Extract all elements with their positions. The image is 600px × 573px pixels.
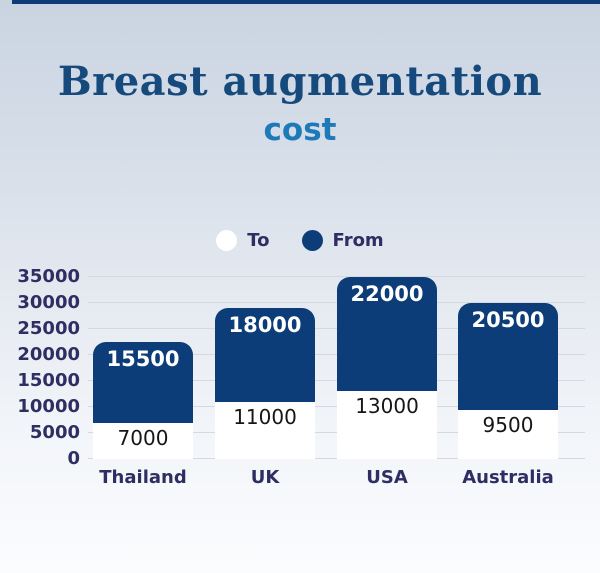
bar-segment-from: 18000 (215, 308, 315, 402)
y-tick-label: 10000 (17, 396, 80, 417)
bar-thailand: 15500 7000 (93, 342, 193, 459)
category-label: Australia (462, 467, 554, 488)
y-tick-label: 5000 (29, 422, 80, 443)
bar-segment-from: 22000 (337, 277, 437, 392)
bar-uk: 18000 11000 (215, 308, 315, 459)
y-tick-label: 30000 (17, 292, 80, 313)
legend-dot-from-icon (301, 230, 323, 251)
category-label: Thailand (99, 467, 187, 488)
top-accent-bar (12, 0, 600, 4)
bar-segment-to: 11000 (215, 401, 315, 459)
gridline (88, 406, 585, 407)
y-tick-label: 20000 (17, 344, 80, 365)
gridline (88, 432, 585, 433)
bar-australia: 20500 9500 (458, 303, 558, 459)
legend-label-to: To (247, 230, 270, 251)
bar-segment-from: 15500 (93, 342, 193, 423)
gridline (88, 276, 585, 277)
gridline (88, 302, 585, 303)
legend-label-from: From (332, 230, 384, 251)
bar-segment-to: 13000 (337, 391, 437, 459)
category-label: USA (366, 467, 408, 488)
bar-segment-to: 9500 (458, 409, 558, 459)
gridline (88, 354, 585, 355)
bar-segment-from: 20500 (458, 303, 558, 410)
page-title: Breast augmentation (57, 58, 543, 105)
gridline (88, 328, 585, 329)
gridline (88, 380, 585, 381)
y-tick-label: 0 (67, 448, 80, 469)
legend-item-from: From (301, 230, 384, 251)
legend-dot-to-icon (216, 230, 238, 251)
page-subtitle: cost (263, 112, 337, 148)
gridline (88, 458, 585, 459)
y-tick-label: 15000 (17, 370, 80, 391)
category-label: UK (250, 467, 280, 488)
y-tick-label: 25000 (17, 318, 80, 339)
chart-legend: To From (0, 230, 600, 251)
legend-item-to: To (216, 230, 270, 251)
bar-usa: 22000 13000 (337, 277, 437, 459)
bar-segment-to: 7000 (93, 422, 193, 459)
plot-area: 15500 7000 Thailand 18000 11000 UK 22000 13000 U… (88, 276, 585, 488)
y-axis-labels: 0 5000 10000 15000 20000 25000 30000 35000 (8, 268, 80, 468)
y-tick-label: 35000 (17, 266, 80, 287)
